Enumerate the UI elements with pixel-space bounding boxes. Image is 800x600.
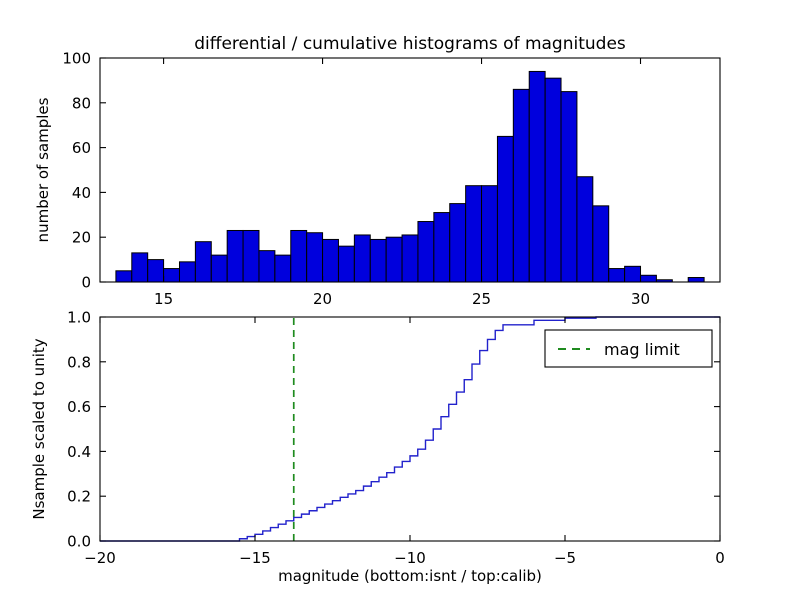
histogram-bar <box>258 250 276 283</box>
histogram-bar <box>401 234 419 283</box>
x-tick-label: 15 <box>154 290 173 308</box>
y-tick-label: 1.0 <box>67 309 91 327</box>
bottom-panel: 0.0 0.2 0.4 0.6 0.8 1.0 −20 −15 −10 −5 0 Nsample … <box>30 309 725 586</box>
histogram-bar <box>163 268 180 283</box>
histogram-bar <box>417 221 435 283</box>
x-tick-label: −15 <box>239 549 271 567</box>
histogram-bar <box>322 238 339 283</box>
y-tick-label: 100 <box>62 50 91 68</box>
histogram-bar <box>194 241 212 283</box>
histogram-bar <box>576 176 594 283</box>
x-tick-label: 25 <box>472 290 491 308</box>
y-tick-label: 20 <box>72 229 91 247</box>
x-tick-label: −5 <box>554 549 576 567</box>
top-y-axis-ticks: 0 20 40 60 80 100 <box>62 50 106 292</box>
histogram-bar <box>608 268 626 283</box>
x-tick-label: −20 <box>84 549 116 567</box>
x-tick-label: 20 <box>313 290 332 308</box>
x-tick-label: 30 <box>631 290 650 308</box>
histogram-bar <box>337 245 355 283</box>
histogram-bar <box>115 270 133 283</box>
bottom-y-axis-ticks: 0.0 0.2 0.4 0.6 0.8 1.0 <box>67 309 720 551</box>
histogram-bar <box>687 277 705 283</box>
histogram-bar <box>147 259 165 283</box>
top-y-axis-label: number of samples <box>34 97 52 242</box>
bottom-x-axis-ticks: −20 −15 −10 −5 0 <box>84 317 725 567</box>
histogram-bar <box>178 261 196 283</box>
histogram-bar <box>290 229 308 283</box>
histogram-bar <box>544 77 562 283</box>
y-tick-label: 0 <box>81 274 91 292</box>
histogram-bar <box>226 229 244 283</box>
histogram-bar <box>210 254 228 283</box>
histogram-bar <box>306 232 324 283</box>
histogram-bar <box>528 70 546 283</box>
histogram-bar <box>131 252 149 283</box>
bottom-y-axis-label: Nsample scaled to unity <box>30 338 48 519</box>
y-tick-label: 0.0 <box>67 533 91 551</box>
top-x-axis-ticks: 15 20 25 30 <box>154 58 650 308</box>
histogram-bar <box>274 254 292 283</box>
histogram-bar <box>592 205 610 283</box>
histogram-bar <box>512 88 530 283</box>
y-tick-label: 0.8 <box>67 353 91 371</box>
top-axes-frame <box>99 57 721 283</box>
x-tick-label: 0 <box>715 549 725 567</box>
histogram-bar <box>481 185 498 283</box>
page-title: differential / cumulative histograms of … <box>194 34 626 54</box>
x-tick-label: −10 <box>394 549 426 567</box>
legend-label-mag-limit: mag limit <box>604 340 680 359</box>
y-tick-label: 0.4 <box>67 443 91 461</box>
histogram-bar <box>242 229 260 283</box>
cumulative-curve <box>100 316 720 542</box>
y-tick-label: 60 <box>72 139 91 157</box>
y-tick-label: 0.6 <box>67 398 91 416</box>
histogram-bar <box>449 203 467 283</box>
histogram-bar <box>640 274 657 283</box>
y-tick-label: 80 <box>72 94 91 112</box>
histogram-bar <box>369 238 387 283</box>
histogram-bar <box>496 135 514 283</box>
histogram-bar <box>560 91 578 283</box>
histogram-bar <box>353 234 371 283</box>
y-tick-label: 0.2 <box>67 488 91 506</box>
y-tick-label: 40 <box>72 184 91 202</box>
histogram-bar <box>385 236 403 283</box>
histogram-bar <box>465 185 483 283</box>
top-panel: differential / cumulative histograms of … <box>34 34 721 308</box>
legend[interactable]: mag limit <box>544 329 713 368</box>
bottom-x-axis-label: magnitude (bottom:isnt / top:calib) <box>278 567 542 585</box>
histogram-bars <box>115 70 705 283</box>
histogram-bar <box>433 212 451 283</box>
histogram-bar <box>624 265 642 283</box>
